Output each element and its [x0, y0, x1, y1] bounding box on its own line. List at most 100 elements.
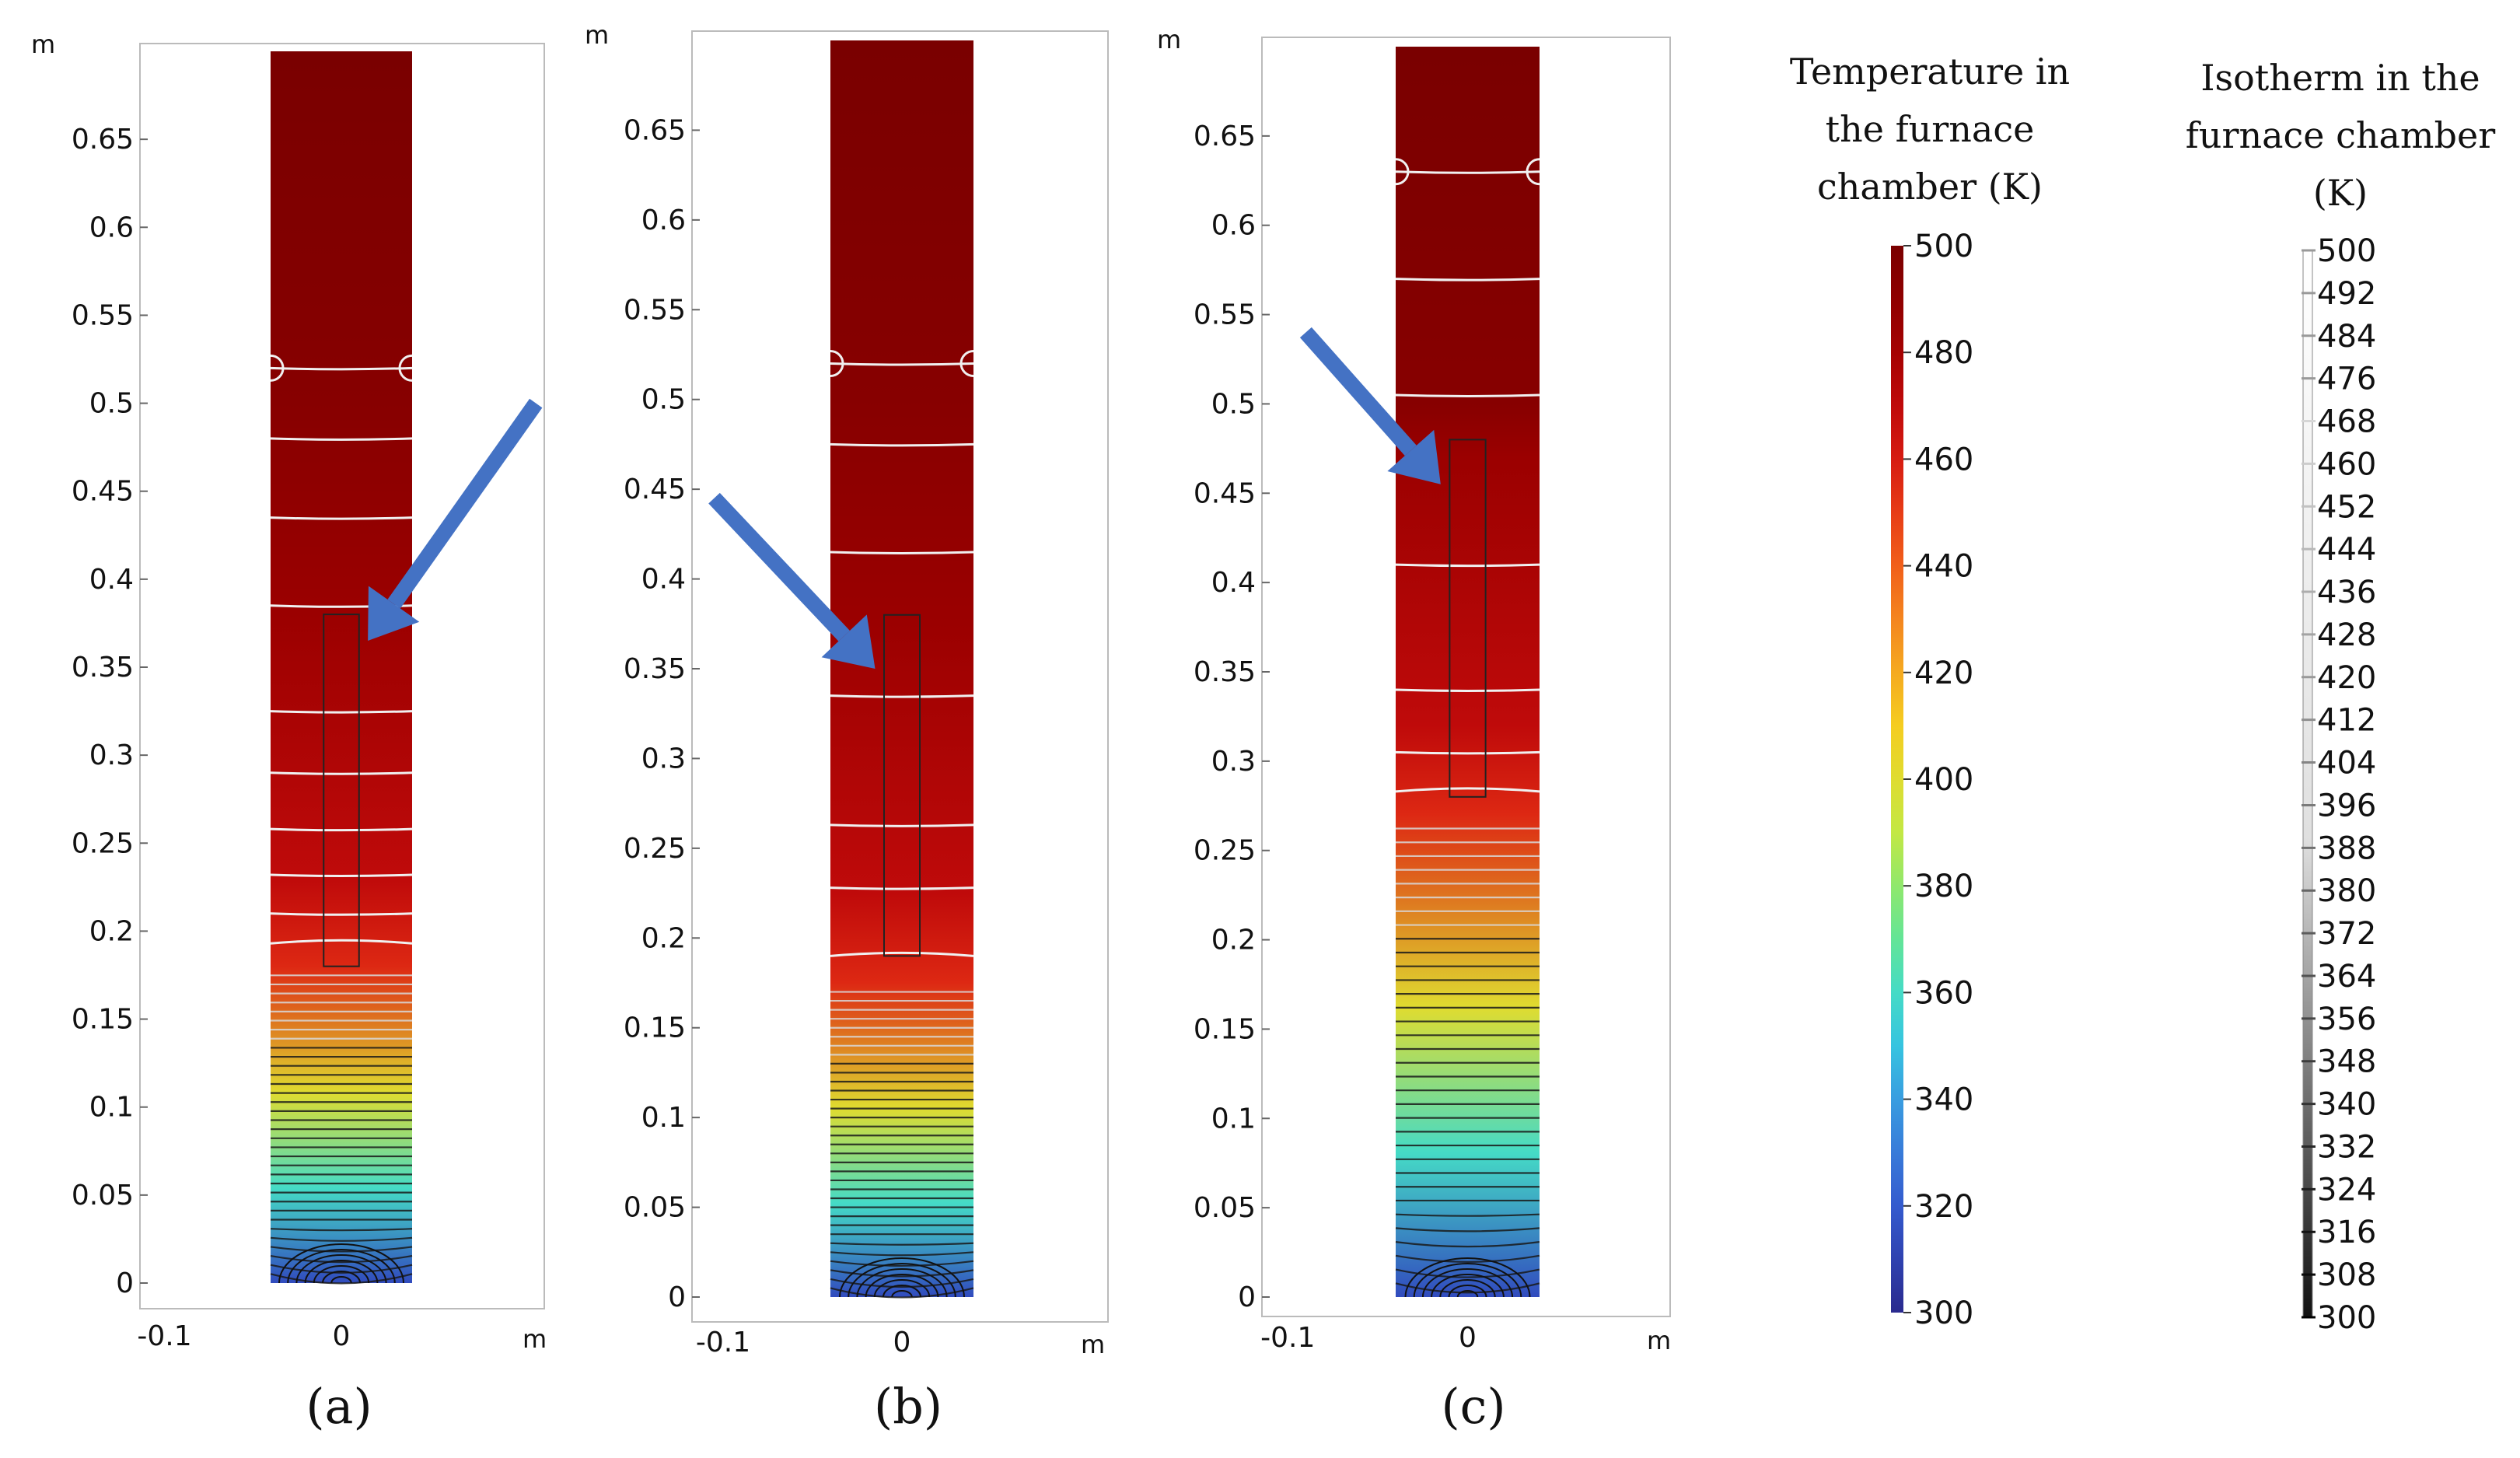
isotherm-tick-label: 316 [2317, 1215, 2376, 1250]
y-tick-label: 0.6 [89, 212, 134, 243]
isotherm-line-light [1395, 170, 1540, 174]
isotherm-title-line-1: Isotherm in the [2200, 57, 2480, 99]
panel-c-plot-frame [1261, 37, 1671, 1317]
isotherm-line-dark [830, 1242, 974, 1246]
isotherm-line-light [1395, 563, 1540, 568]
isotherm-tick-label: 492 [2317, 276, 2376, 312]
y-tick-label: 0.4 [641, 564, 686, 596]
isotherm-line-light [1395, 750, 1540, 755]
isotherm-edge-loop-right [959, 350, 974, 378]
isotherm-tick-label: 404 [2317, 746, 2376, 781]
isotherm-arc [848, 1263, 956, 1298]
isotherm-line-light [270, 939, 413, 945]
isotherm-line-light [270, 873, 413, 878]
isotherm-edge-loop-right [398, 354, 413, 382]
isotherm-line-dark [830, 1269, 974, 1278]
panel-a: 0.65 0.6 0.55 0.5 0.45 0.4 0.35 0.3 0.25 0.2 0.15 0… [31, 30, 547, 1435]
isotherm-line-light [270, 437, 413, 441]
x-tick-label: -0.1 [137, 1320, 191, 1352]
colorbar-title-line-3: chamber (K) [1817, 166, 2043, 208]
colorbar-tick-label: 400 [1914, 762, 1973, 798]
colorbar-tick-label: 320 [1914, 1189, 1973, 1225]
panel-b-caption: (b) [874, 1378, 942, 1435]
isotherm-tick-label: 500 [2317, 233, 2376, 269]
y-tick-label: 0.05 [72, 1180, 134, 1212]
isotherm-tick-label: 484 [2317, 319, 2376, 355]
isotherm-tick-label: 340 [2317, 1087, 2376, 1123]
y-tick-label: 0.55 [624, 294, 686, 326]
x-tick-label: -0.1 [696, 1327, 750, 1358]
isotherm-line-light [270, 516, 413, 520]
y-tick-label: 0.6 [641, 205, 686, 236]
isotherm-title-line-3: (K) [2313, 172, 2368, 214]
panel-c: 0.65 0.6 0.55 0.5 0.45 0.4 0.35 0.3 0.25 0.2 0.15 0… [1157, 25, 1671, 1435]
panel-c-x-ticks: -0.1 0 [1260, 1322, 1477, 1354]
colorbar-tick-label: 380 [1914, 869, 1973, 904]
y-tick-label: 0.35 [72, 652, 134, 684]
isotherm-line-dark [1395, 1254, 1540, 1263]
isotherm-arc [891, 1290, 913, 1298]
y-tick-label: 0.65 [624, 114, 686, 146]
x-tick-label: 0 [333, 1320, 351, 1352]
isotherm-tick-label: 332 [2317, 1129, 2376, 1165]
colorbar-tick-label: 360 [1914, 975, 1973, 1011]
panel-a-caption: (a) [306, 1378, 372, 1435]
isotherm-line-dark [830, 1260, 974, 1267]
colorbar-tick-label: 460 [1914, 442, 1973, 477]
panel-c-temperature-field [1299, 47, 1540, 1298]
y-tick-label: 0.55 [1194, 299, 1256, 331]
panel-b-x-unit: m [1081, 1330, 1105, 1359]
isotherm-line-light [1395, 278, 1540, 281]
isotherm-line-dark [830, 1278, 974, 1288]
isotherm-arc [1448, 1285, 1487, 1298]
panel-a-x-ticks: -0.1 0 [137, 1320, 350, 1352]
isotherm-arc [1421, 1268, 1514, 1298]
panel-a-temperature-field [270, 51, 543, 1285]
isotherm-line-dark [270, 1255, 413, 1264]
pointer-arrow-head [368, 586, 420, 642]
panel-a-x-unit: m [523, 1324, 547, 1354]
colorbar-tick-label: 480 [1914, 335, 1973, 371]
isotherm-arc [1431, 1274, 1505, 1298]
isotherm-line-light [830, 362, 974, 366]
isotherm-tick-label: 468 [2317, 404, 2376, 440]
isotherm-line-light [830, 551, 974, 554]
y-tick-label: 0.25 [1194, 835, 1256, 867]
isotherm-tick-label: 364 [2317, 959, 2376, 995]
y-tick-label: 0.15 [72, 1004, 134, 1036]
y-tick-label: 0.1 [641, 1102, 686, 1134]
isotherm-arc [1456, 1290, 1479, 1298]
isotherm-arc [287, 1249, 396, 1284]
y-tick-label: 0.4 [1211, 567, 1256, 599]
y-tick-label: 0.2 [1211, 925, 1256, 956]
y-tick-label: 0.05 [1194, 1192, 1256, 1224]
isotherm-line-dark [1395, 1282, 1540, 1294]
isotherm-arc [322, 1271, 361, 1284]
x-tick-label: 0 [1459, 1322, 1477, 1354]
isotherm-line-dark [270, 1273, 413, 1285]
isotherm-ticks: 500 492 484 476 468 460 452 444 436 428 420 412 404 3… [2302, 233, 2376, 1336]
y-tick-label: 0.15 [624, 1012, 686, 1044]
isotherm-tick-label: 452 [2317, 489, 2376, 525]
pointer-arrow-head [1387, 429, 1441, 484]
y-tick-label: 0 [116, 1267, 134, 1299]
isotherm-arc [1404, 1257, 1531, 1298]
isotherm-line-dark [1395, 1241, 1540, 1248]
y-tick-label: 0.6 [1211, 210, 1256, 242]
y-tick-label: 0.25 [72, 827, 134, 859]
isotherm-arc [278, 1243, 404, 1284]
y-tick-label: 0.5 [641, 384, 686, 416]
panel-c-y-unit: m [1157, 25, 1181, 54]
panel-b-plot-frame [691, 30, 1109, 1323]
isotherm-edge-loop-right [1526, 158, 1540, 186]
pointer-arrow-shaft [1299, 327, 1417, 456]
colorbar-tick-label: 500 [1914, 229, 1973, 264]
isotherm-line-light [270, 771, 413, 775]
isotherm-line-light [270, 912, 413, 916]
sample-outline [1449, 439, 1487, 798]
panel-c-y-ticks: 0.65 0.6 0.55 0.5 0.45 0.4 0.35 0.3 0.25 0.2 0.15 0… [1194, 121, 1270, 1313]
y-tick-label: 0.15 [1194, 1013, 1256, 1045]
isotherm-tick-label: 348 [2317, 1044, 2376, 1080]
isotherm-line-dark [270, 1228, 413, 1232]
furnace-chamber-domain [830, 40, 973, 1297]
